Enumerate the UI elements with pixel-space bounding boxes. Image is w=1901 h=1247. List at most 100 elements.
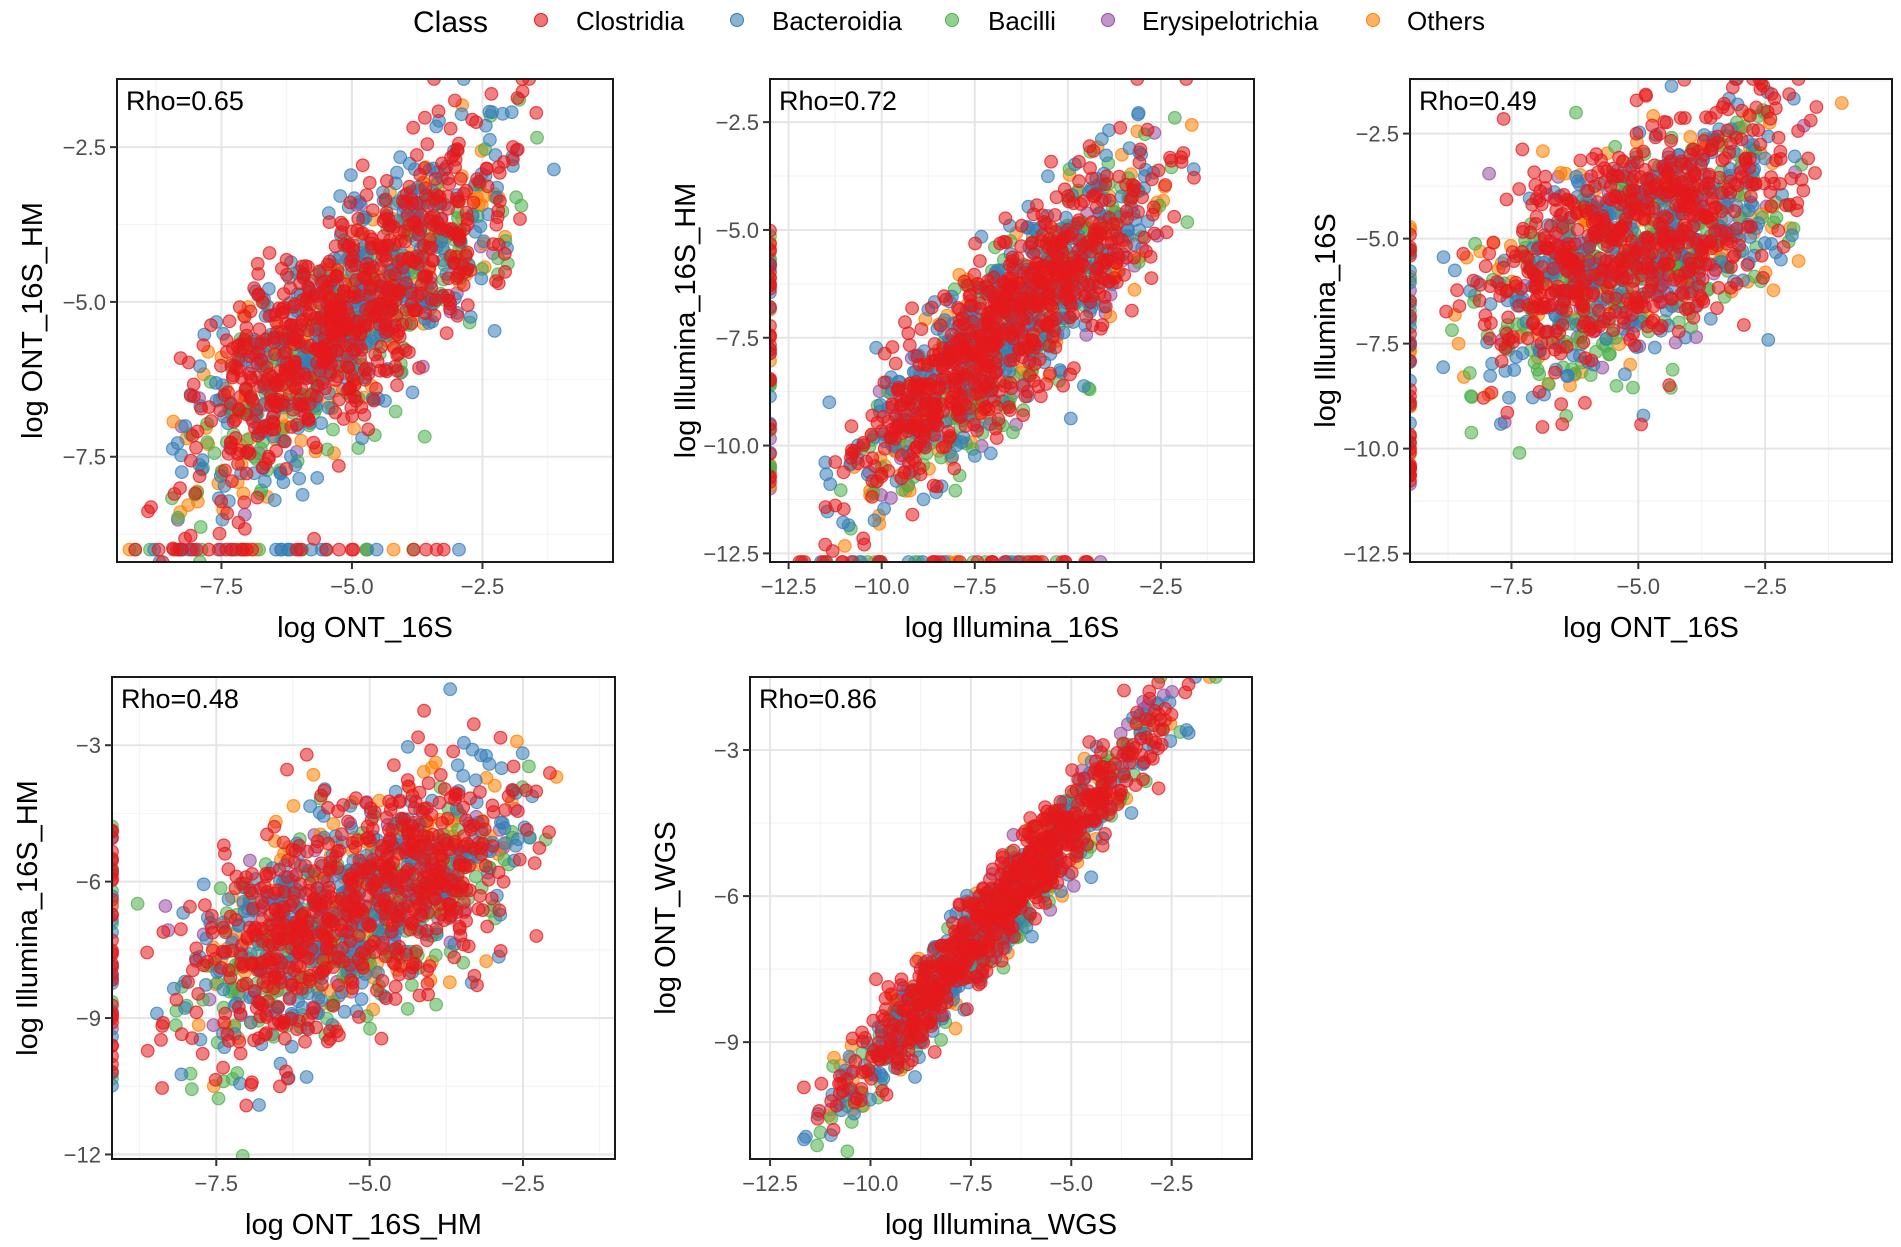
data-point bbox=[390, 378, 404, 393]
data-point bbox=[1584, 204, 1599, 219]
data-point bbox=[186, 377, 201, 392]
data-point bbox=[465, 112, 480, 127]
data-point bbox=[341, 360, 355, 375]
data-point bbox=[1790, 196, 1805, 211]
data-point bbox=[1705, 137, 1720, 152]
data-point bbox=[902, 456, 916, 471]
data-point bbox=[166, 414, 181, 429]
data-point bbox=[1645, 118, 1660, 133]
data-point bbox=[404, 316, 419, 331]
data-point bbox=[1746, 123, 1760, 137]
data-point bbox=[1410, 294, 1417, 309]
data-point bbox=[877, 346, 892, 361]
data-point bbox=[877, 375, 892, 390]
data-point bbox=[228, 413, 243, 427]
data-point bbox=[1554, 397, 1569, 412]
y-tick-label: −2.5 bbox=[1356, 122, 1399, 147]
data-point bbox=[1647, 340, 1662, 355]
data-point bbox=[877, 501, 891, 516]
data-point bbox=[953, 332, 967, 347]
data-point bbox=[1508, 279, 1523, 294]
data-point bbox=[1184, 117, 1199, 132]
data-point bbox=[1500, 405, 1515, 420]
data-point bbox=[907, 444, 921, 459]
data-point bbox=[915, 555, 930, 562]
data-point bbox=[510, 91, 525, 105]
data-point bbox=[1410, 354, 1417, 368]
data-point bbox=[332, 542, 346, 557]
data-point bbox=[1796, 183, 1811, 198]
data-point bbox=[987, 393, 1001, 408]
data-point bbox=[418, 269, 432, 284]
data-point bbox=[456, 79, 471, 86]
data-point bbox=[361, 422, 376, 437]
data-point bbox=[1664, 133, 1678, 148]
data-point bbox=[984, 555, 999, 562]
data-point bbox=[1512, 298, 1527, 313]
data-point bbox=[405, 196, 420, 211]
data-point bbox=[1484, 385, 1499, 400]
data-point bbox=[369, 542, 384, 557]
y-tick-label: −7.5 bbox=[716, 326, 759, 351]
data-point bbox=[1757, 176, 1771, 191]
data-point bbox=[888, 356, 903, 371]
data-point bbox=[1621, 255, 1636, 270]
data-point bbox=[390, 348, 405, 362]
data-point bbox=[1410, 264, 1417, 278]
data-point bbox=[836, 465, 851, 480]
data-point bbox=[1634, 268, 1649, 283]
data-point bbox=[347, 326, 362, 340]
data-point bbox=[1063, 295, 1078, 310]
data-point bbox=[1040, 169, 1055, 184]
data-point bbox=[1640, 233, 1655, 248]
data-point bbox=[417, 161, 432, 176]
data-point bbox=[417, 429, 432, 444]
data-point bbox=[1063, 411, 1078, 426]
data-point bbox=[1661, 146, 1676, 161]
data-point bbox=[1764, 199, 1779, 213]
data-point bbox=[1035, 208, 1050, 223]
data-point bbox=[913, 467, 928, 482]
points bbox=[1410, 79, 1849, 491]
data-point bbox=[927, 414, 942, 429]
data-point bbox=[1773, 252, 1788, 267]
data-point bbox=[200, 435, 215, 450]
data-point bbox=[418, 110, 432, 125]
data-point bbox=[1655, 278, 1669, 293]
data-point bbox=[874, 424, 889, 438]
data-point bbox=[257, 474, 272, 489]
data-point bbox=[1083, 161, 1097, 176]
data-point bbox=[362, 289, 377, 304]
data-point bbox=[322, 215, 337, 230]
data-point bbox=[1501, 310, 1516, 325]
data-point bbox=[1791, 124, 1805, 138]
data-point bbox=[359, 272, 374, 287]
legend-label-clostridia: Clostridia bbox=[576, 6, 685, 36]
data-point bbox=[452, 233, 467, 248]
data-point bbox=[1452, 299, 1467, 314]
data-point bbox=[1014, 239, 1028, 254]
data-point bbox=[982, 284, 997, 299]
data-point bbox=[1496, 111, 1511, 126]
data-point bbox=[424, 280, 439, 295]
data-point bbox=[980, 306, 995, 321]
data-point bbox=[255, 460, 270, 475]
x-axis-title: log Illumina_16S bbox=[905, 612, 1119, 644]
data-point bbox=[382, 218, 397, 233]
legend-swatch-erysipelotrichia bbox=[1101, 13, 1115, 27]
data-point bbox=[406, 120, 421, 135]
data-point bbox=[272, 301, 286, 316]
data-point bbox=[326, 422, 340, 437]
data-point bbox=[450, 143, 465, 158]
data-point bbox=[1045, 300, 1060, 315]
data-point bbox=[196, 338, 211, 353]
data-point bbox=[365, 203, 380, 218]
data-point bbox=[905, 301, 919, 316]
data-point bbox=[289, 418, 304, 432]
data-point bbox=[1523, 262, 1538, 277]
data-point bbox=[530, 130, 544, 145]
data-point bbox=[988, 365, 1003, 380]
y-tick-label: −5.0 bbox=[1356, 227, 1399, 252]
data-point bbox=[231, 515, 246, 530]
data-point bbox=[333, 189, 348, 203]
